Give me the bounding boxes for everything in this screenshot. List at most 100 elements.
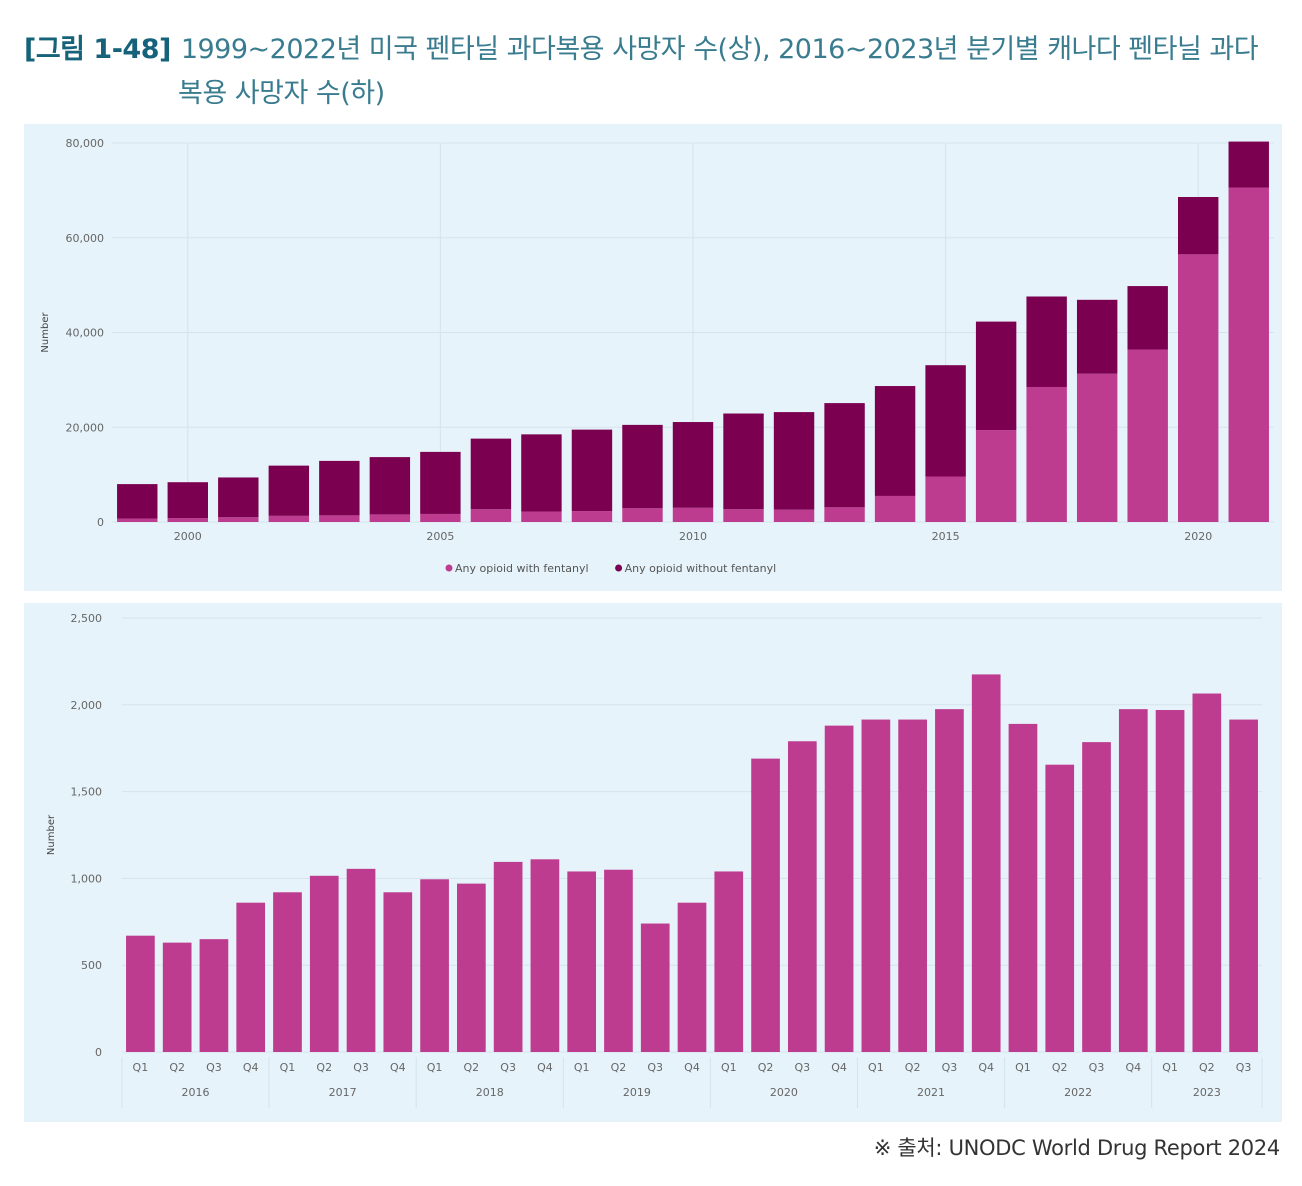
quarter-label: Q3 [942, 1061, 958, 1074]
y-tick-label: 1,500 [71, 786, 103, 799]
bar-without-fentanyl [571, 429, 613, 512]
bar-without-fentanyl [167, 482, 208, 519]
quarter-bar [273, 892, 302, 1052]
quarter-label: Q4 [1125, 1061, 1141, 1074]
bar-with-fentanyl [268, 515, 310, 522]
figure-title: [그림 1-48] 1999~2022년 미국 펜타닐 과다복용 사망자 수(상)… [24, 28, 1284, 116]
quarter-bar [1155, 710, 1185, 1052]
canada-fentanyl-chart: 0 500 1,000 1,500 2,000 2,500 Number Q1 Q2 Q3 Q4 Q1… [46, 612, 1263, 1108]
bar-without-fentanyl [723, 413, 764, 510]
year-label: 2018 [476, 1086, 504, 1099]
bar-with-fentanyl [1228, 187, 1269, 522]
bar-with-fentanyl [117, 518, 158, 522]
source-note: ※ 출처: UNODC World Drug Report 2024 [873, 1136, 1281, 1160]
quarter-label: Q2 [758, 1061, 774, 1074]
quarter-bar [126, 935, 155, 1052]
quarter-bar [971, 674, 1001, 1052]
bar-without-fentanyl [672, 422, 714, 508]
x-tick-label: 2015 [932, 530, 960, 543]
bar-without-fentanyl [1076, 299, 1118, 374]
quarter-label: Q1 [1162, 1061, 1178, 1074]
bar-with-fentanyl [420, 513, 461, 522]
bar-without-fentanyl [622, 424, 663, 509]
y-tick-label: 2,000 [71, 699, 103, 712]
quarter-label: Q1 [133, 1061, 149, 1074]
bar-without-fentanyl [824, 403, 865, 508]
bar-without-fentanyl [470, 438, 512, 510]
quarter-bar [1192, 693, 1222, 1052]
bar-with-fentanyl [672, 507, 714, 522]
x-tick-label: 2000 [174, 530, 202, 543]
bar-without-fentanyl [420, 451, 461, 514]
quarter-bar [1045, 764, 1075, 1052]
y-axis-label: Number [46, 814, 57, 855]
figure-title-line2: 복용 사망자 수(하) [178, 78, 385, 109]
quarter-label: Q2 [316, 1061, 332, 1074]
quarter-bar [935, 709, 964, 1052]
x-tick-label: 2020 [1184, 530, 1212, 543]
quarter-bar [677, 902, 707, 1052]
bar-without-fentanyl [1178, 197, 1219, 255]
quarter-label: Q3 [647, 1061, 663, 1074]
quarter-bar [824, 725, 854, 1052]
quarter-bar [493, 861, 523, 1052]
quarter-label: Q3 [1236, 1061, 1252, 1074]
quarter-bar [530, 859, 560, 1052]
bar-with-fentanyl [1178, 254, 1219, 523]
bar-without-fentanyl [268, 465, 310, 516]
bar-with-fentanyl [470, 509, 512, 522]
quarter-label: Q3 [353, 1061, 369, 1074]
year-label: 2021 [917, 1086, 945, 1099]
quarter-label: Q1 [280, 1061, 296, 1074]
x-tick-label: 2005 [426, 530, 454, 543]
bar-without-fentanyl [1026, 296, 1067, 387]
bar-without-fentanyl [1228, 141, 1269, 188]
bar-with-fentanyl [319, 515, 360, 522]
quarter-label: Q4 [243, 1061, 259, 1074]
quarter-bar [1008, 723, 1038, 1052]
quarter-bar [420, 879, 449, 1052]
quarter-bar [346, 868, 376, 1052]
bar-with-fentanyl [1127, 349, 1168, 522]
bar-with-fentanyl [622, 508, 663, 522]
quarter-label: Q3 [500, 1061, 516, 1074]
quarter-label: Q3 [794, 1061, 810, 1074]
bar-with-fentanyl [773, 509, 815, 522]
quarter-label: Q2 [464, 1061, 480, 1074]
canada-fentanyl-chart-panel: 0 500 1,000 1,500 2,000 2,500 Number Q1 Q2 Q3 Q4 Q1… [24, 603, 1282, 1122]
bar-with-fentanyl [218, 517, 259, 522]
bar-with-fentanyl [874, 495, 916, 522]
legend-label-with-fentanyl: Any opioid with fentanyl [455, 562, 589, 575]
quarter-bar [861, 719, 891, 1052]
y-tick-label: 20,000 [66, 421, 105, 434]
x-tick-label: 2010 [679, 530, 707, 543]
bar-without-fentanyl [1127, 286, 1168, 350]
quarter-bar [567, 871, 597, 1052]
quarter-label: Q2 [611, 1061, 627, 1074]
quarter-label: Q1 [427, 1061, 443, 1074]
quarter-label: Q1 [721, 1061, 737, 1074]
quarter-label: Q4 [831, 1061, 847, 1074]
quarter-bar [1082, 742, 1111, 1052]
bar-without-fentanyl [874, 386, 916, 496]
quarter-bar [751, 758, 780, 1052]
bar-without-fentanyl [925, 365, 966, 477]
quarter-label: Q1 [868, 1061, 884, 1074]
year-label: 2019 [623, 1086, 651, 1099]
bar-with-fentanyl [723, 509, 764, 522]
legend-marker-with-fentanyl [445, 564, 453, 572]
quarter-label: Q2 [1199, 1061, 1215, 1074]
quarter-label: Q3 [206, 1061, 222, 1074]
bar-with-fentanyl [1076, 373, 1118, 522]
quarter-bar [162, 942, 192, 1052]
bar-with-fentanyl [975, 430, 1017, 522]
year-label: 2017 [329, 1086, 357, 1099]
quarter-label: Q3 [1089, 1061, 1105, 1074]
quarter-label: Q1 [1015, 1061, 1031, 1074]
us-fentanyl-chart-panel: 0 20,000 40,000 60,000 80,000 2000 2005 2010 201… [24, 124, 1282, 591]
bar-without-fentanyl [319, 460, 360, 516]
legend-label-without-fentanyl: Any opioid without fentanyl [625, 562, 777, 575]
bar-without-fentanyl [975, 321, 1017, 431]
quarter-bar [1118, 709, 1148, 1052]
y-tick-label: 0 [95, 1046, 102, 1059]
